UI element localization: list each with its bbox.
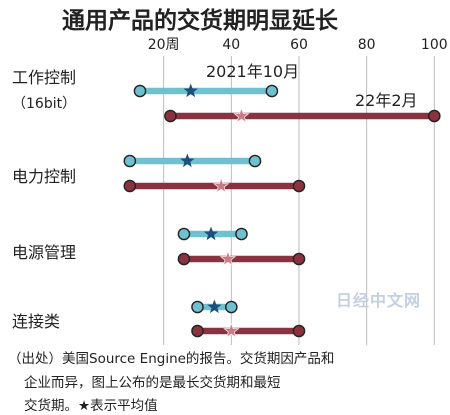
gridlines <box>163 56 435 345</box>
x-tick-label: 60 <box>290 37 308 53</box>
range-row <box>164 107 441 123</box>
average-star-icon <box>219 250 237 266</box>
x-tick-label: 40 <box>222 37 240 53</box>
watermark-logo: 日经中文网 <box>336 291 421 310</box>
chart-title: 通用产品的交货期明显延长 <box>62 7 339 34</box>
range-endpoint <box>164 109 177 123</box>
x-axis-ticks: 20周 40 60 80 100 <box>148 37 448 53</box>
average-star-icon <box>212 177 230 193</box>
range-endpoint <box>235 227 248 241</box>
range-endpoint <box>265 84 279 98</box>
annotation-2021-oct: 2021年10月 <box>206 62 299 81</box>
footnote-line-1: （出处）美国Source Engine的报告。交货期因产品和 <box>8 350 334 367</box>
range-endpoint <box>292 252 306 266</box>
range-row <box>123 153 262 168</box>
range-endpoint <box>123 154 137 168</box>
range-row <box>177 226 248 241</box>
average-star-icon <box>203 226 219 241</box>
range-endpoint <box>427 109 441 123</box>
range-row <box>177 250 306 266</box>
footnote-line-2: 企业而异，图上公布的是最长交货期和最短 <box>24 374 281 391</box>
range-row <box>133 83 279 98</box>
category-sublabel: （16bit） <box>12 96 76 112</box>
range-endpoint <box>292 324 306 338</box>
range-endpoint <box>191 324 204 338</box>
category-label: 工作控制 <box>12 68 76 87</box>
range-endpoint <box>177 227 191 241</box>
category-label: 电源管理 <box>12 243 76 262</box>
range-endpoint <box>123 179 137 193</box>
footnote-line-3: 交货期。★表示平均值 <box>24 397 158 414</box>
average-star-icon <box>233 107 250 123</box>
footnote: （出处）美国Source Engine的报告。交货期因产品和 企业而异，图上公布… <box>8 350 334 414</box>
range-row <box>123 177 306 193</box>
average-star-icon <box>180 153 195 168</box>
annotation-22-feb: 22年2月 <box>355 91 418 110</box>
x-tick-label: 20周 <box>148 37 180 53</box>
range-row <box>191 322 306 338</box>
category-label: 电力控制 <box>12 167 76 186</box>
average-star-icon <box>223 322 240 338</box>
range-bars <box>123 83 441 338</box>
range-endpoint <box>191 300 204 314</box>
range-endpoint <box>177 252 191 266</box>
average-star-icon <box>207 299 222 314</box>
range-endpoint <box>133 84 147 98</box>
range-row <box>191 299 238 314</box>
x-tick-label: 80 <box>358 37 376 53</box>
x-tick-label: 100 <box>421 37 448 53</box>
average-star-icon <box>183 83 198 98</box>
range-endpoint <box>225 300 238 314</box>
range-endpoint <box>292 179 306 193</box>
category-label: 连接类 <box>12 312 60 331</box>
range-endpoint <box>248 154 262 168</box>
